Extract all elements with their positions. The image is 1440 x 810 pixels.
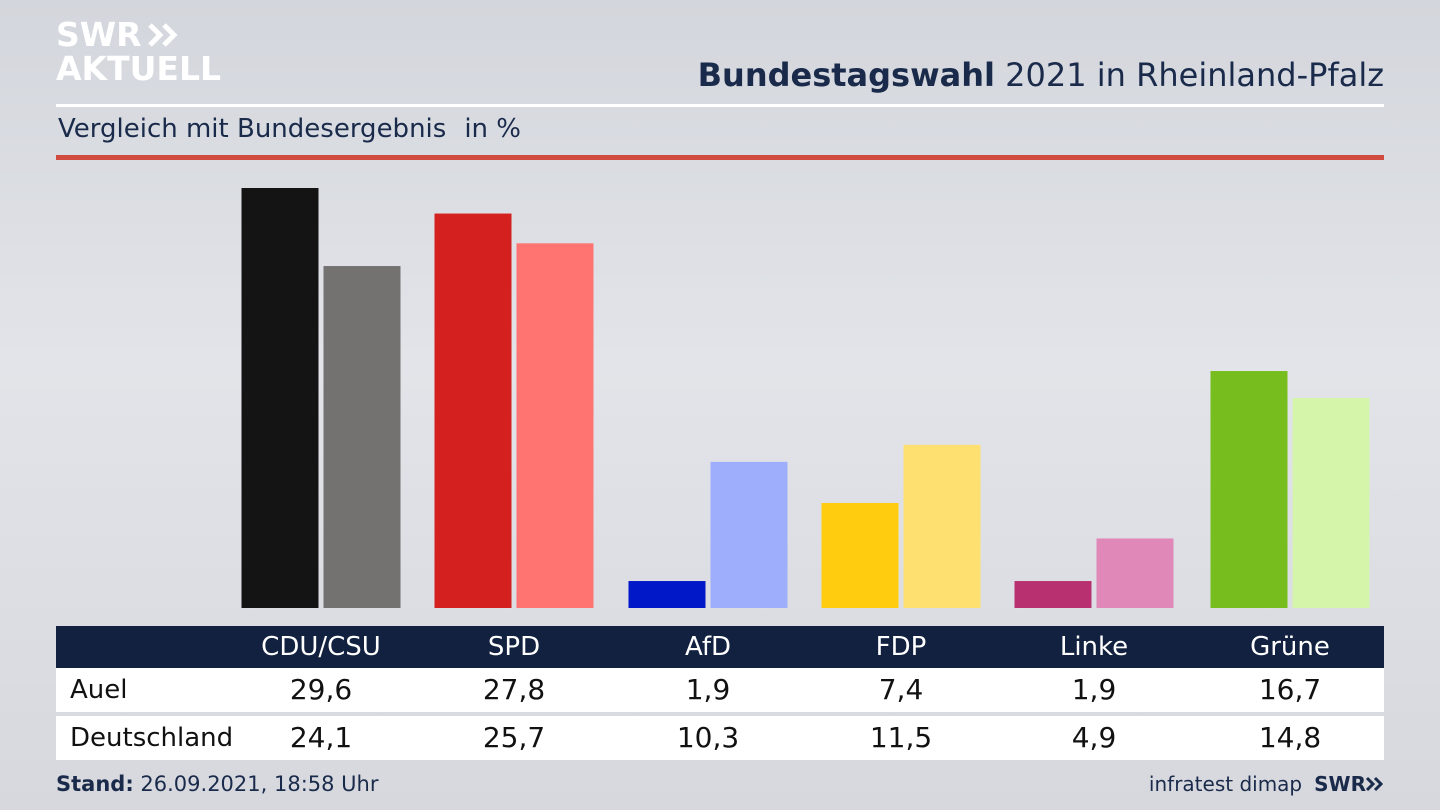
bar-chart: [241, 188, 1370, 609]
value-cell: 11,5: [869, 721, 933, 754]
bar-fdp-auel: [821, 503, 899, 608]
logo-line1: SWR: [56, 15, 142, 54]
bar-cdu-csu-deutschland: [323, 266, 401, 608]
chart-title: Bundestagswahl 2021 in Rheinland-Pfalz: [698, 56, 1384, 94]
source-credit: infratest dimap SWR: [1149, 772, 1384, 796]
source-brand: SWR: [1314, 772, 1366, 796]
logo-line2: AKTUELL: [56, 49, 222, 88]
bar-linke-auel: [1014, 581, 1092, 608]
title-divider: [56, 104, 1384, 107]
subtitle-text: Vergleich mit Bundesergebnis: [58, 114, 447, 144]
value-cell: 10,3: [676, 721, 740, 754]
row-label: Auel: [70, 675, 128, 705]
bar-afd-deutschland: [710, 461, 788, 608]
swr-aktuell-logo: SWR AKTUELL: [56, 18, 221, 86]
column-header: FDP: [875, 632, 927, 662]
bar-gr-ne-auel: [1210, 371, 1288, 608]
title-bold: Bundestagswahl: [697, 56, 995, 94]
bar-cdu-csu-auel: [241, 188, 319, 608]
chart-subtitle: Vergleich mit Bundesergebnis in %: [58, 114, 521, 144]
column-header: Linke: [1059, 632, 1129, 662]
value-cell: 7,4: [878, 673, 924, 706]
column-header: CDU/CSU: [261, 632, 381, 662]
bar-fdp-deutschland: [903, 444, 981, 608]
source-text: infratest dimap: [1148, 772, 1303, 796]
small-chevrons-icon: [1366, 776, 1384, 792]
bar-afd-auel: [628, 581, 706, 608]
timestamp-label: Stand:: [56, 772, 134, 796]
value-cell: 27,8: [482, 673, 546, 706]
title-rest: 2021 in Rheinland-Pfalz: [995, 56, 1384, 94]
table-header: CDU/CSU SPD AfD FDP Linke Grüne: [56, 626, 1384, 668]
bar-linke-deutschland: [1096, 538, 1174, 608]
row-label: Deutschland: [70, 723, 234, 753]
subtitle-unit: in %: [464, 114, 521, 144]
table-row-auel: Auel 29,6 27,8 1,9 7,4 1,9 16,7: [56, 668, 1384, 712]
value-cell: 24,1: [289, 721, 353, 754]
column-header: AfD: [684, 632, 732, 662]
value-cell: 14,8: [1258, 721, 1322, 754]
timestamp: Stand: 26.09.2021, 18:58 Uhr: [56, 772, 379, 796]
bar-gr-ne-deutschland: [1292, 398, 1370, 608]
value-cell: 4,9: [1071, 721, 1117, 754]
value-cell: 16,7: [1258, 673, 1322, 706]
results-table: CDU/CSU SPD AfD FDP Linke Grüne Auel 29,6 27,8 1…: [56, 626, 1384, 760]
timestamp-value: 26.09.2021, 18:58 Uhr: [133, 772, 379, 796]
bar-spd-auel: [434, 213, 512, 609]
column-header: Grüne: [1250, 632, 1330, 662]
accent-rule: [56, 155, 1384, 160]
swr-small-logo: SWR: [1314, 772, 1384, 796]
value-cell: 25,7: [482, 721, 546, 754]
chevrons-icon: [147, 23, 178, 47]
bar-spd-deutschland: [516, 243, 594, 608]
value-cell: 1,9: [1071, 673, 1117, 706]
value-cell: 29,6: [289, 673, 353, 706]
value-cell: 1,9: [685, 673, 731, 706]
table-row-deutschland: Deutschland 24,1 25,7 10,3 11,5 4,9 14,8: [56, 716, 1384, 760]
column-header: SPD: [487, 632, 541, 662]
